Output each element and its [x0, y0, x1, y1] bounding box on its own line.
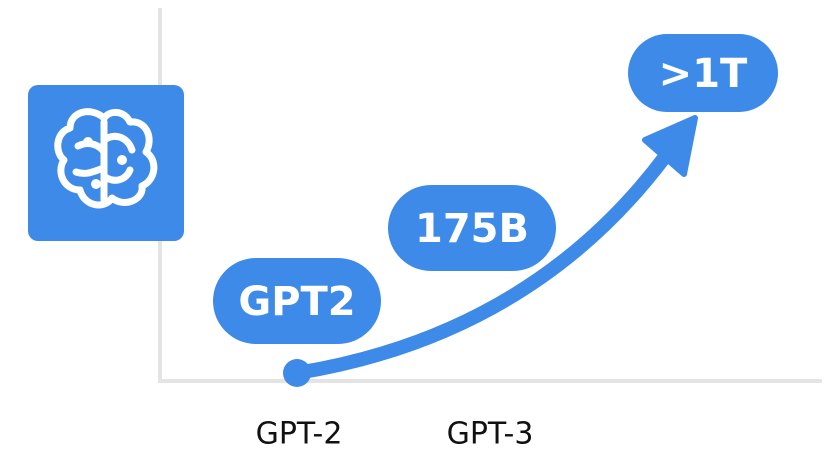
badge-label: GPT2 [238, 279, 355, 325]
x-label: GPT-3 [447, 417, 534, 449]
badge: >1T [628, 34, 778, 112]
brain-icon [28, 85, 184, 241]
badge-label: 175B [415, 206, 529, 252]
growth-arrow [283, 115, 698, 387]
badge: 175B [388, 185, 556, 271]
x-label: GPT-2 [256, 417, 343, 449]
badge: GPT2 [213, 258, 381, 344]
badge-label: >1T [659, 51, 748, 97]
